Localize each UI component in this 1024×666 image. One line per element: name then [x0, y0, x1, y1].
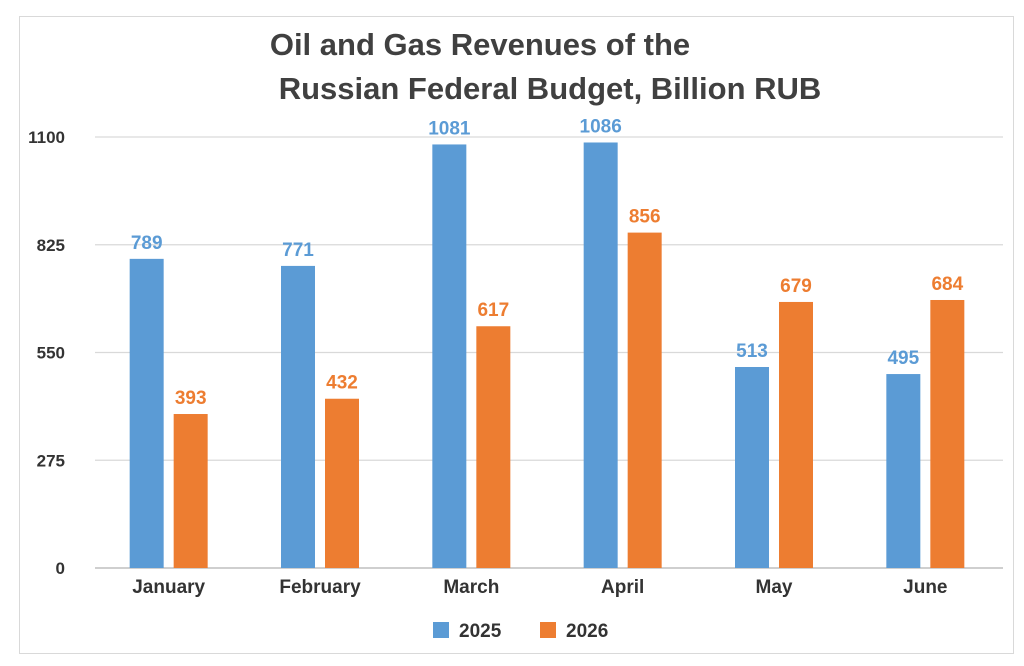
- data-label: 1086: [580, 116, 622, 137]
- data-label: 495: [887, 348, 919, 369]
- y-tick-label: 550: [37, 344, 65, 363]
- x-axis-categories: January February March April May June: [132, 577, 947, 598]
- category-label: January: [132, 577, 205, 598]
- data-label: 393: [175, 388, 207, 409]
- bars: [129, 142, 965, 568]
- bar-2026-june: [930, 299, 965, 568]
- y-tick-label: 825: [37, 236, 65, 255]
- category-label: May: [756, 577, 793, 598]
- chart-title-line2: Russian Federal Budget, Billion RUB: [278, 71, 822, 106]
- category-label: March: [443, 577, 499, 598]
- bar-2025-january: [129, 258, 164, 568]
- legend-swatch-2025: [433, 622, 449, 638]
- bar-2026-february: [325, 398, 359, 568]
- legend-label: 2025: [459, 621, 502, 642]
- data-label: 513: [736, 341, 768, 362]
- y-tick-label: 275: [37, 451, 65, 470]
- data-label: 789: [131, 233, 163, 254]
- bar-2025-april: [583, 142, 618, 568]
- data-label: 617: [477, 300, 509, 321]
- bar-2026-march: [476, 326, 511, 568]
- data-label: 684: [931, 274, 963, 295]
- y-tick-label: 0: [56, 559, 65, 578]
- data-label: 679: [780, 276, 812, 297]
- data-label: 771: [282, 240, 314, 261]
- bar-2026-april: [627, 232, 662, 568]
- bar-2025-may: [735, 366, 769, 568]
- bar-2026-may: [779, 301, 813, 568]
- bar-2026-january: [173, 414, 208, 568]
- data-label: 432: [326, 373, 358, 394]
- y-tick-label: 1100: [28, 128, 65, 147]
- chart-title-line1: Oil and Gas Revenues of the: [269, 27, 691, 62]
- category-label: February: [279, 577, 361, 598]
- bar-2025-march: [432, 144, 467, 568]
- legend-swatch-2026: [540, 622, 556, 638]
- data-labels: 789 393 771 432 1081 617 1086 856 513 679 495 684: [131, 116, 964, 409]
- legend: 2025 2026: [433, 621, 608, 642]
- y-axis-ticks: 0 275 550 825 1100: [28, 128, 65, 578]
- category-label: April: [601, 577, 644, 598]
- data-label: 1081: [428, 118, 471, 139]
- bar-2025-february: [281, 265, 315, 568]
- category-label: June: [903, 577, 947, 598]
- bar-2025-june: [886, 374, 921, 568]
- data-label: 856: [629, 207, 661, 228]
- gridlines: [95, 136, 1003, 569]
- legend-label: 2026: [566, 621, 608, 642]
